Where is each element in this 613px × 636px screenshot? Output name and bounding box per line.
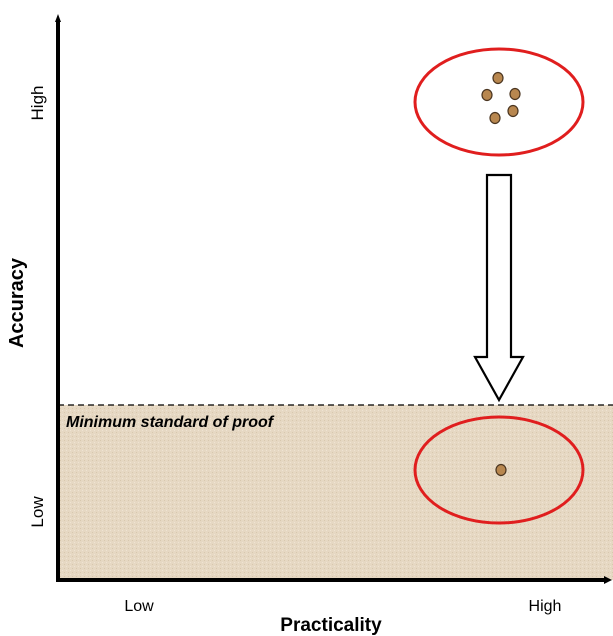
zone-label: Minimum standard of proof [66,414,275,431]
high-accuracy-cluster [481,71,521,125]
data-point [492,71,504,85]
x-low-label: Low [124,598,154,615]
y-axis-arrowhead [55,14,61,22]
minimum-standard-zone [58,405,613,580]
data-point [495,463,507,477]
data-point [509,87,521,101]
down-arrow [473,173,525,403]
y-low-label: Low [28,496,47,528]
low-accuracy-ellipse [413,415,585,525]
y-high-label: High [28,86,47,121]
data-point [489,111,501,125]
high-accuracy-ellipse [413,47,585,157]
x-high-label: High [529,598,562,615]
x-axis-title: Practicality [280,615,382,636]
data-point [481,88,493,102]
x-axis-arrowhead [604,576,612,584]
data-point [507,104,519,118]
y-axis-title: Accuracy [6,257,28,348]
